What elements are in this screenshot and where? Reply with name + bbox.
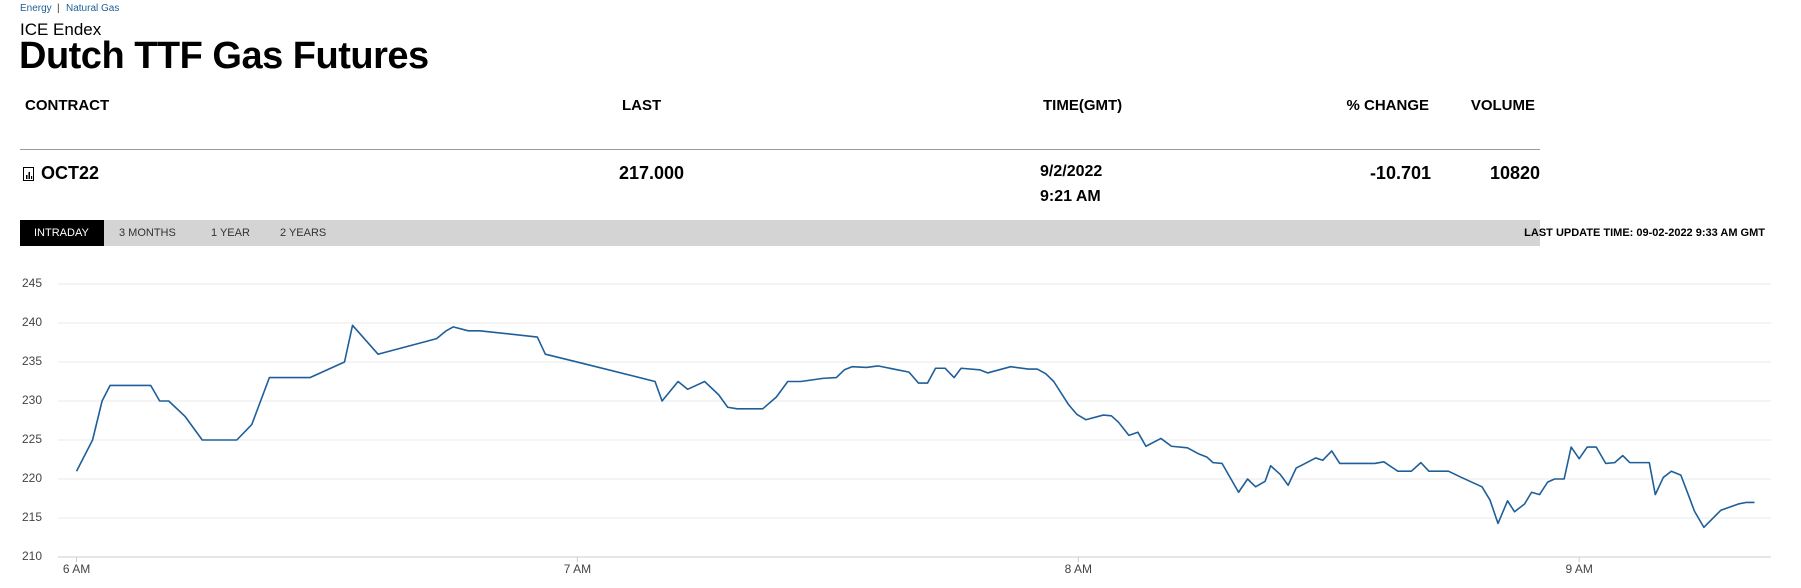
y-tick-label: 240 xyxy=(22,315,42,329)
y-tick-label: 245 xyxy=(22,276,42,290)
divider xyxy=(20,149,1540,150)
column-header: CONTRACT xyxy=(25,97,110,114)
column-header: TIME(GMT) xyxy=(1043,97,1123,114)
separator: | xyxy=(57,3,60,14)
column-header: LAST xyxy=(622,97,662,114)
trade-time: 9:21 AM xyxy=(1040,188,1101,205)
tab[interactable]: INTRADAY xyxy=(34,227,89,239)
volume: 10820 xyxy=(1489,163,1540,183)
price-line xyxy=(75,324,1755,529)
y-tick-label: 215 xyxy=(22,510,42,524)
x-tick-label: 9 AM xyxy=(1565,562,1592,576)
column-header: % CHANGE xyxy=(1346,97,1429,114)
last-price: 217.000 xyxy=(619,163,685,183)
y-tick-label: 235 xyxy=(22,354,42,368)
tab[interactable]: 2 YEARS xyxy=(280,227,327,239)
x-tick-label: 7 AM xyxy=(564,562,591,576)
x-tick-label: 6 AM xyxy=(63,562,90,576)
trade-date: 9/2/2022 xyxy=(1040,163,1103,180)
x-tick-label: 8 AM xyxy=(1065,562,1092,576)
chart: 210 215 220 225 230 235 240 245 6 AM 7 AM 8 AM 9 AM xyxy=(22,276,1771,576)
contract[interactable]: OCT22 xyxy=(41,163,100,183)
y-tick-label: 210 xyxy=(22,549,42,563)
y-tick-label: 225 xyxy=(22,432,42,446)
tab[interactable]: 3 MONTHS xyxy=(119,227,176,239)
column-header: VOLUME xyxy=(1470,97,1535,114)
breadcrumb-link[interactable]: Energy xyxy=(20,3,52,14)
y-tick-label: 230 xyxy=(22,393,42,407)
tab-bar xyxy=(20,220,1540,246)
percent-change: -10.701 xyxy=(1369,163,1431,183)
chart-icon[interactable] xyxy=(23,167,35,182)
exchange: ICE Endex xyxy=(20,20,102,39)
tab[interactable]: 1 YEAR xyxy=(211,227,250,239)
page-title: Dutch TTF Gas Futures xyxy=(19,35,429,77)
y-tick-label: 220 xyxy=(22,471,42,485)
last-update: LAST UPDATE TIME: 09-02-2022 9:33 AM GMT xyxy=(1524,227,1765,239)
breadcrumb-link[interactable]: Natural Gas xyxy=(66,3,120,14)
active-tab-bg xyxy=(20,220,104,246)
